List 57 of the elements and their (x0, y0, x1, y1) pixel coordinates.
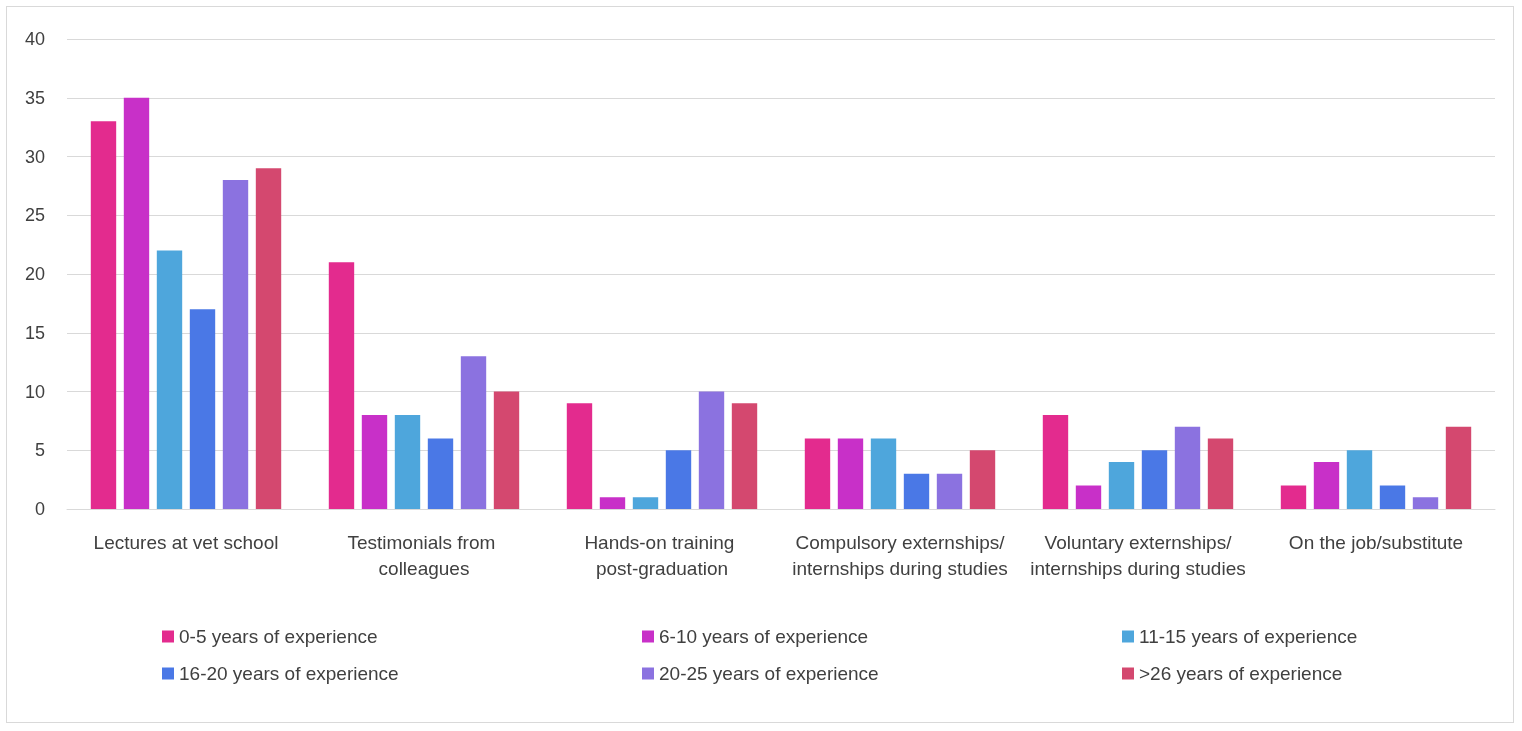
x-tick-label: Voluntary externships/internships during studies (1030, 531, 1246, 579)
bar (870, 438, 897, 509)
x-tick-label: Hands-on training post-graduation (584, 531, 740, 579)
bar (222, 180, 249, 509)
bar (1207, 438, 1234, 509)
bar (460, 356, 487, 509)
bar (1141, 450, 1168, 509)
x-tick-label: On the job/substitute (1288, 531, 1464, 553)
bar (969, 450, 996, 509)
bar (1174, 426, 1201, 509)
bar (1313, 462, 1340, 509)
bar (1412, 497, 1439, 509)
y-tick-label: 10 (24, 381, 45, 402)
y-tick-label: 40 (24, 29, 45, 49)
bar (599, 497, 626, 509)
bar (189, 309, 216, 509)
bar (698, 391, 725, 509)
bar (1108, 462, 1135, 509)
bar (1379, 485, 1406, 509)
y-tick-label: 0 (34, 499, 45, 519)
bar (394, 415, 421, 509)
bar (804, 438, 831, 509)
bar (493, 391, 520, 509)
y-tick-label: 5 (34, 440, 45, 461)
y-tick-label: 25 (24, 205, 45, 226)
bar (903, 473, 930, 509)
bar (1346, 450, 1373, 509)
x-tick-label: Lectures at vet school (93, 531, 279, 553)
y-tick-label: 35 (24, 87, 45, 108)
bar (665, 450, 692, 509)
bar (156, 250, 183, 509)
y-tick-label: 15 (24, 322, 45, 343)
bar (936, 473, 963, 509)
legend-label: 0-5 years of experience (179, 626, 378, 647)
y-tick-label: 30 (24, 146, 45, 167)
bar (427, 438, 454, 509)
legend-label: 11-15 years of experience (1139, 626, 1358, 647)
bar (90, 121, 117, 509)
bar (731, 403, 758, 509)
bar (566, 403, 593, 509)
bar (837, 438, 864, 509)
bar (1445, 426, 1472, 509)
x-tick-label: Testimonials from colleagues (347, 531, 501, 579)
bar (1042, 415, 1069, 509)
bar (361, 415, 388, 509)
bar (632, 497, 659, 509)
legend-label: 20-25 years of experience (659, 663, 879, 684)
x-tick-label: Compulsory externships/internships during studies (792, 531, 1008, 579)
legend-label: 6-10 years of experience (659, 626, 869, 647)
legend-label: 16-20 years of experience (179, 663, 399, 684)
y-tick-label: 20 (24, 264, 45, 284)
legend-label: >26 years of experience (1139, 663, 1343, 684)
bar (1280, 485, 1307, 509)
bar (255, 168, 282, 509)
bar (328, 262, 355, 509)
bar (123, 97, 150, 509)
bar (1075, 485, 1102, 509)
